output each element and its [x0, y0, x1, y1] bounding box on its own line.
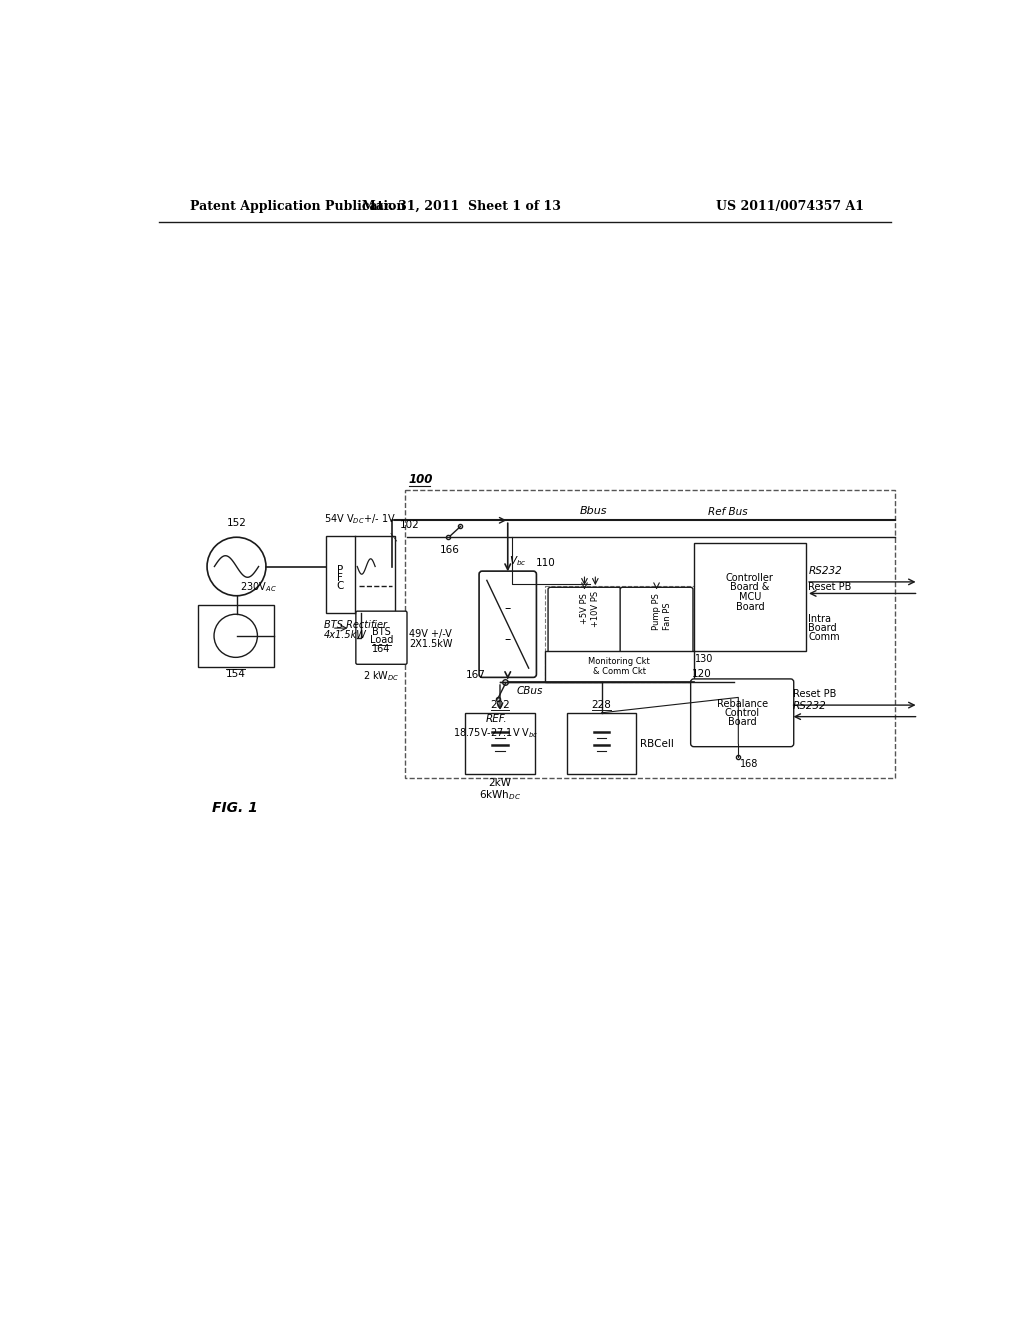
- FancyBboxPatch shape: [690, 678, 794, 747]
- Text: +10V PS: +10V PS: [591, 591, 600, 627]
- Text: Comm: Comm: [809, 632, 840, 643]
- Text: 120: 120: [692, 669, 712, 678]
- Text: 228: 228: [592, 700, 611, 710]
- Text: BTS: BTS: [372, 627, 391, 636]
- Text: $V_{bc}$: $V_{bc}$: [509, 554, 527, 568]
- Text: 152: 152: [227, 517, 247, 528]
- Text: 18.75V-27.1V V$_{bc}$: 18.75V-27.1V V$_{bc}$: [454, 726, 539, 741]
- Text: 2 kW$_{DC}$: 2 kW$_{DC}$: [364, 669, 399, 682]
- Text: 102: 102: [400, 520, 420, 529]
- Text: Reset PB: Reset PB: [793, 689, 837, 700]
- FancyBboxPatch shape: [621, 587, 693, 653]
- Text: RS232: RS232: [809, 566, 842, 576]
- Text: Mar. 31, 2011  Sheet 1 of 13: Mar. 31, 2011 Sheet 1 of 13: [361, 199, 561, 213]
- FancyBboxPatch shape: [548, 587, 621, 653]
- Text: Patent Application Publication: Patent Application Publication: [190, 199, 406, 213]
- Bar: [545, 586, 693, 682]
- Text: 2kW: 2kW: [488, 779, 512, 788]
- Text: 130: 130: [695, 653, 714, 664]
- Text: Board &: Board &: [730, 582, 770, 593]
- Bar: [693, 544, 806, 651]
- Text: 166: 166: [439, 545, 460, 554]
- FancyBboxPatch shape: [356, 611, 407, 664]
- Text: 168: 168: [740, 759, 758, 770]
- Text: Monitoring Ckt: Monitoring Ckt: [589, 657, 650, 667]
- Text: 154: 154: [225, 669, 246, 678]
- Text: MCU: MCU: [738, 593, 761, 602]
- Text: US 2011/0074357 A1: US 2011/0074357 A1: [716, 199, 864, 213]
- Text: 164: 164: [373, 644, 390, 653]
- Text: 49V +/-V: 49V +/-V: [410, 628, 452, 639]
- Text: 230V$_{AC}$: 230V$_{AC}$: [241, 581, 278, 594]
- Text: FIG. 1: FIG. 1: [212, 801, 257, 816]
- Text: 4x1.5kW: 4x1.5kW: [324, 630, 367, 640]
- Text: Controller: Controller: [726, 573, 774, 583]
- Bar: [326, 536, 395, 612]
- Text: Rebalance: Rebalance: [717, 698, 768, 709]
- Bar: [566, 713, 636, 775]
- Bar: [406, 490, 895, 779]
- Text: 100: 100: [409, 474, 433, 487]
- Text: 202: 202: [490, 700, 510, 710]
- Text: RS232: RS232: [793, 701, 826, 711]
- Text: 110: 110: [536, 558, 555, 568]
- Text: 167: 167: [466, 671, 486, 681]
- Text: REF.: REF.: [485, 714, 507, 725]
- Text: Ref Bus: Ref Bus: [708, 507, 748, 517]
- Text: 6kWh$_{DC}$: 6kWh$_{DC}$: [479, 788, 521, 803]
- Text: Intra: Intra: [809, 614, 831, 624]
- Text: 54V V$_{DC}$+/- 1V: 54V V$_{DC}$+/- 1V: [324, 512, 396, 527]
- Text: Reset PB: Reset PB: [809, 582, 852, 591]
- Text: 2X1.5kW: 2X1.5kW: [410, 639, 453, 649]
- Text: +5V PS: +5V PS: [580, 594, 589, 624]
- Text: Board: Board: [735, 602, 764, 612]
- Bar: [198, 605, 273, 667]
- FancyBboxPatch shape: [479, 572, 537, 677]
- Text: Board: Board: [809, 623, 837, 634]
- Bar: [465, 713, 535, 775]
- Text: Board: Board: [728, 717, 757, 727]
- Bar: [545, 651, 693, 682]
- Text: P: P: [337, 565, 343, 576]
- Text: CBus: CBus: [517, 686, 544, 696]
- Text: F: F: [337, 573, 343, 583]
- Text: –: –: [505, 634, 511, 647]
- Text: Bbus: Bbus: [580, 506, 607, 516]
- Text: RBCell: RBCell: [640, 739, 674, 748]
- Text: & Comm Ckt: & Comm Ckt: [593, 668, 646, 676]
- Text: Load: Load: [370, 635, 393, 645]
- Text: C: C: [337, 581, 344, 591]
- Text: BTS Rectifier: BTS Rectifier: [324, 620, 387, 631]
- Text: Fan PS: Fan PS: [663, 603, 672, 631]
- Text: Pump PS: Pump PS: [652, 593, 662, 630]
- Text: –: –: [505, 602, 511, 615]
- Text: Control: Control: [725, 708, 760, 718]
